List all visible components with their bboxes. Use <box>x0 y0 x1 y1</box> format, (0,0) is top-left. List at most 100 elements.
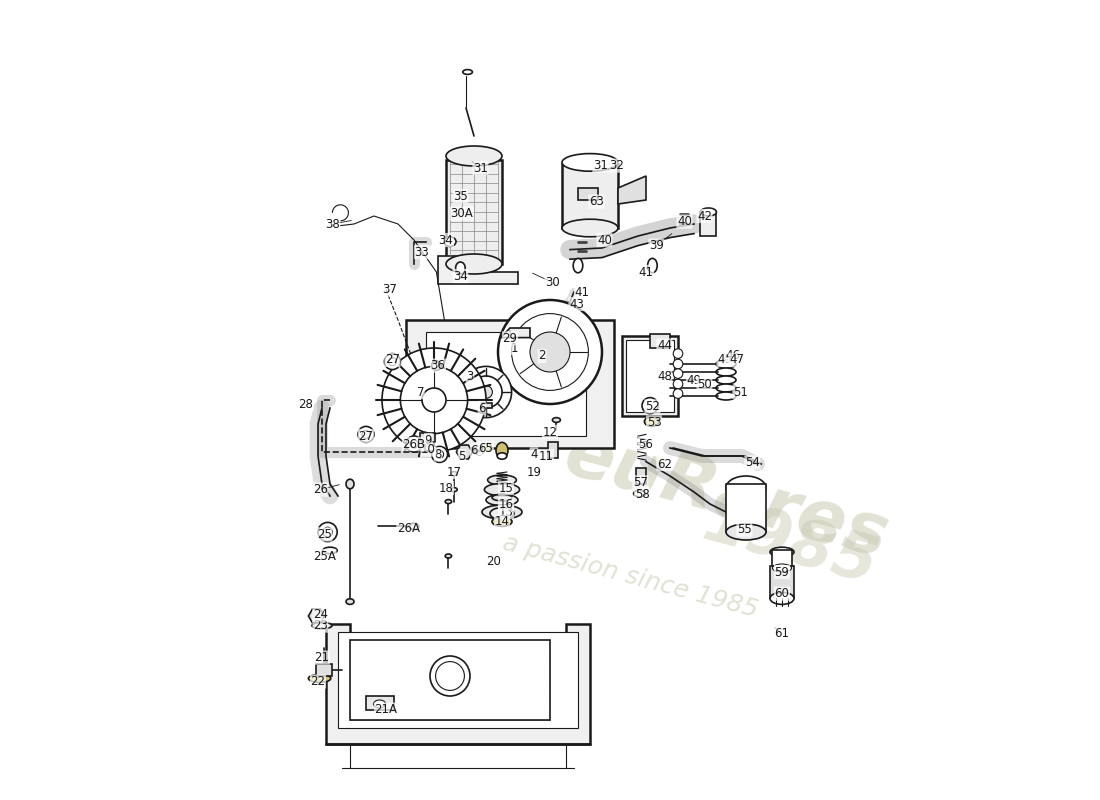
Text: 39: 39 <box>649 239 663 252</box>
Text: 61: 61 <box>774 627 790 640</box>
Bar <box>338 632 578 728</box>
Text: 56: 56 <box>639 438 653 450</box>
Bar <box>650 334 670 348</box>
Circle shape <box>436 662 464 690</box>
Ellipse shape <box>446 499 452 504</box>
Ellipse shape <box>451 472 458 475</box>
Polygon shape <box>326 624 590 744</box>
Text: 38: 38 <box>324 218 340 230</box>
Text: 23: 23 <box>314 619 328 632</box>
Text: 30A: 30A <box>451 207 473 220</box>
Ellipse shape <box>374 700 386 708</box>
Text: 63: 63 <box>588 195 604 208</box>
Ellipse shape <box>770 592 794 605</box>
Text: 25A: 25A <box>314 550 336 562</box>
Circle shape <box>673 369 683 378</box>
Text: 2: 2 <box>538 350 546 362</box>
Ellipse shape <box>451 487 458 491</box>
Ellipse shape <box>701 208 716 216</box>
Ellipse shape <box>562 219 618 237</box>
Text: 54: 54 <box>745 456 760 469</box>
Circle shape <box>318 522 338 542</box>
Text: 19: 19 <box>527 466 541 478</box>
Ellipse shape <box>424 445 436 451</box>
Bar <box>366 696 394 710</box>
Ellipse shape <box>346 598 354 605</box>
Polygon shape <box>621 336 678 416</box>
Circle shape <box>362 430 370 438</box>
Text: 50: 50 <box>697 378 712 390</box>
Text: 12: 12 <box>542 426 558 438</box>
Text: 52: 52 <box>645 400 660 413</box>
Bar <box>637 468 646 484</box>
Circle shape <box>436 450 443 458</box>
Ellipse shape <box>716 360 736 368</box>
Text: 40: 40 <box>597 234 612 246</box>
Text: 20: 20 <box>486 555 502 568</box>
Bar <box>701 212 716 236</box>
Text: 8: 8 <box>434 448 442 461</box>
Circle shape <box>642 398 658 414</box>
Circle shape <box>461 366 512 418</box>
Bar <box>406 320 614 448</box>
Circle shape <box>530 332 570 372</box>
Bar <box>772 550 792 568</box>
Text: 35: 35 <box>453 190 468 202</box>
Text: 6: 6 <box>478 402 486 414</box>
Text: 4: 4 <box>530 448 538 461</box>
Bar <box>578 188 598 200</box>
Ellipse shape <box>486 494 518 506</box>
Ellipse shape <box>716 368 736 376</box>
Text: 9: 9 <box>425 434 432 446</box>
Text: 45: 45 <box>717 354 732 366</box>
Circle shape <box>673 389 683 398</box>
Text: 16: 16 <box>498 498 514 510</box>
Ellipse shape <box>446 146 502 166</box>
Text: 40: 40 <box>676 215 692 228</box>
Bar <box>350 640 550 720</box>
Circle shape <box>484 443 492 451</box>
Text: 53: 53 <box>647 416 661 429</box>
Circle shape <box>673 359 683 369</box>
Text: 46: 46 <box>725 350 740 362</box>
Ellipse shape <box>346 479 354 489</box>
Text: 13: 13 <box>498 506 514 518</box>
Bar <box>317 664 332 676</box>
Circle shape <box>406 436 422 452</box>
Circle shape <box>480 386 493 398</box>
Text: 57: 57 <box>632 476 648 489</box>
Circle shape <box>384 354 400 370</box>
Ellipse shape <box>716 384 736 392</box>
Text: 41: 41 <box>574 286 590 298</box>
Text: 27: 27 <box>385 354 400 366</box>
Ellipse shape <box>490 508 514 520</box>
Text: 62: 62 <box>657 458 672 470</box>
Text: 26A: 26A <box>397 522 420 534</box>
Bar <box>562 164 618 228</box>
Text: 30: 30 <box>544 276 560 289</box>
Text: 34: 34 <box>453 270 468 282</box>
Text: 7: 7 <box>417 386 425 398</box>
Text: 36: 36 <box>430 359 446 372</box>
Text: 18: 18 <box>439 482 453 494</box>
Text: 31: 31 <box>473 162 487 174</box>
Text: 17: 17 <box>447 466 462 478</box>
Text: 21A: 21A <box>374 703 397 716</box>
Ellipse shape <box>562 154 618 171</box>
Ellipse shape <box>487 475 516 485</box>
Bar <box>420 433 434 442</box>
Ellipse shape <box>573 258 583 273</box>
Circle shape <box>430 656 470 696</box>
Ellipse shape <box>772 564 792 572</box>
Bar <box>770 566 794 598</box>
Circle shape <box>358 426 374 442</box>
Text: 34: 34 <box>439 234 453 246</box>
Text: 1: 1 <box>510 342 518 354</box>
Text: 3: 3 <box>466 370 474 382</box>
Text: 26: 26 <box>312 483 328 496</box>
Text: 31: 31 <box>593 159 608 172</box>
Bar <box>626 340 674 412</box>
Ellipse shape <box>482 505 522 519</box>
Circle shape <box>512 314 588 390</box>
Ellipse shape <box>552 418 560 422</box>
